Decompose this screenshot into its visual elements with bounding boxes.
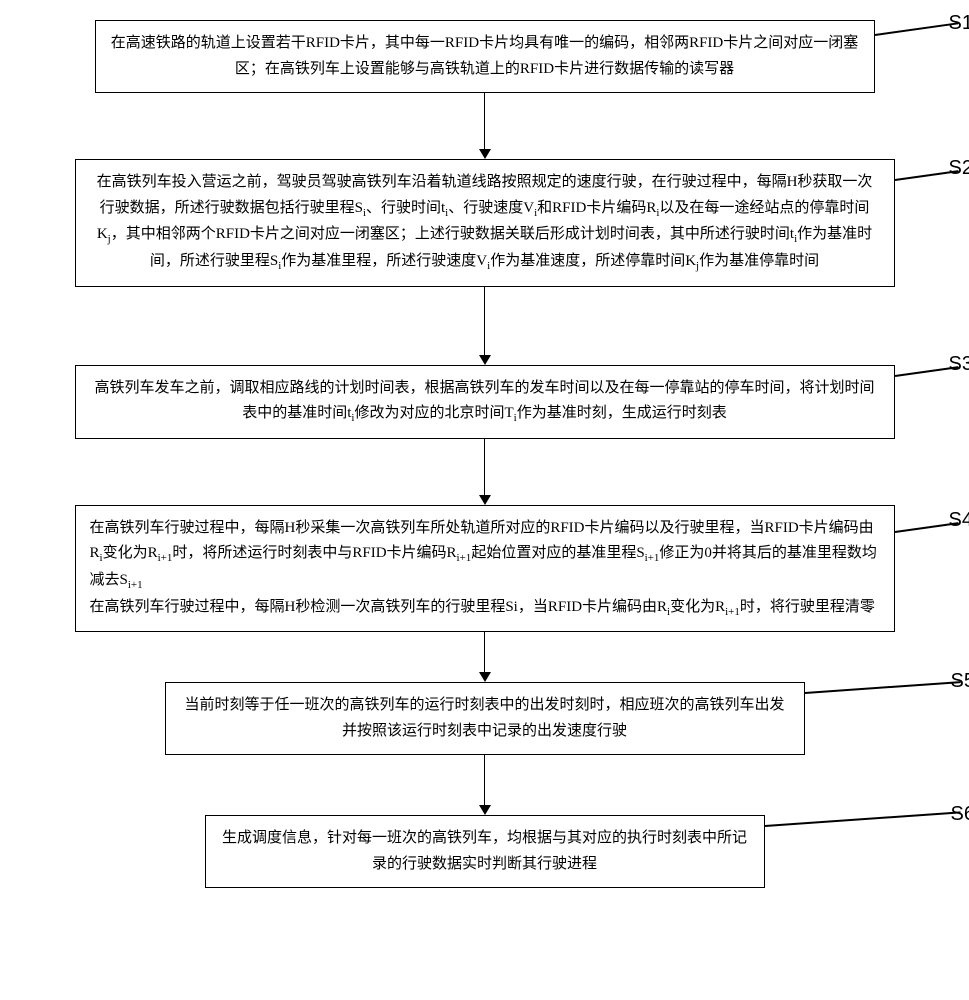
- connector-line: [484, 755, 486, 805]
- step-box-s2: 在高铁列车投入营运之前，驾驶员驾驶高铁列车沿着轨道线路按照规定的速度行驶，在行驶…: [75, 159, 895, 287]
- step-box-s5: 当前时刻等于任一班次的高铁列车的运行时刻表中的出发时刻时，相应班次的高铁列车出发…: [165, 682, 805, 755]
- step-wrap: 在高铁列车投入营运之前，驾驶员驾驶高铁列车沿着轨道线路按照规定的速度行驶，在行驶…: [75, 159, 895, 287]
- step-row-s6: 生成调度信息，针对每一班次的高铁列车，均根据与其对应的执行时刻表中所记录的行驶数…: [20, 815, 949, 888]
- arrow-head-icon: [479, 672, 491, 682]
- step-row-s5: 当前时刻等于任一班次的高铁列车的运行时刻表中的出发时刻时，相应班次的高铁列车出发…: [20, 682, 949, 755]
- step-wrap: 高铁列车发车之前，调取相应路线的计划时间表，根据高铁列车的发车时间以及在每一停靠…: [75, 365, 895, 439]
- step-wrap: 生成调度信息，针对每一班次的高铁列车，均根据与其对应的执行时刻表中所记录的行驶数…: [205, 815, 765, 888]
- step-wrap: 在高铁列车行驶过程中，每隔H秒采集一次高铁列车所处轨道所对应的RFID卡片编码以…: [75, 505, 895, 633]
- arrow-head-icon: [479, 495, 491, 505]
- arrow-head-icon: [479, 355, 491, 365]
- connector-arrow: [479, 755, 491, 815]
- connector-arrow: [479, 93, 491, 159]
- connector-arrow: [479, 439, 491, 505]
- step-box-s3: 高铁列车发车之前，调取相应路线的计划时间表，根据高铁列车的发车时间以及在每一停靠…: [75, 365, 895, 439]
- step-label-s1: S1: [949, 12, 969, 35]
- arrow-head-icon: [479, 149, 491, 159]
- connector-line: [484, 93, 486, 149]
- connector-arrow: [479, 632, 491, 682]
- connector-arrow: [479, 287, 491, 365]
- step-row-s2: 在高铁列车投入营运之前，驾驶员驾驶高铁列车沿着轨道线路按照规定的速度行驶，在行驶…: [20, 159, 949, 287]
- step-wrap: 当前时刻等于任一班次的高铁列车的运行时刻表中的出发时刻时，相应班次的高铁列车出发…: [165, 682, 805, 755]
- step-label-s5: S5: [951, 670, 969, 693]
- step-row-s1: 在高速铁路的轨道上设置若干RFID卡片，其中每一RFID卡片均具有唯一的编码，相…: [20, 20, 949, 93]
- step-box-s1: 在高速铁路的轨道上设置若干RFID卡片，其中每一RFID卡片均具有唯一的编码，相…: [95, 20, 875, 93]
- connector-line: [484, 439, 486, 495]
- flowchart-container: 在高速铁路的轨道上设置若干RFID卡片，其中每一RFID卡片均具有唯一的编码，相…: [20, 20, 949, 888]
- step-box-s4: 在高铁列车行驶过程中，每隔H秒采集一次高铁列车所处轨道所对应的RFID卡片编码以…: [75, 505, 895, 633]
- step-wrap: 在高速铁路的轨道上设置若干RFID卡片，其中每一RFID卡片均具有唯一的编码，相…: [95, 20, 875, 93]
- label-connector-line: [874, 22, 957, 35]
- connector-line: [484, 632, 486, 672]
- label-connector-line: [764, 812, 960, 827]
- connector-line: [484, 287, 486, 355]
- step-label-s2: S2: [949, 157, 969, 180]
- step-label-s6: S6: [951, 803, 969, 826]
- step-box-s6: 生成调度信息，针对每一班次的高铁列车，均根据与其对应的执行时刻表中所记录的行驶数…: [205, 815, 765, 888]
- label-connector-line: [804, 681, 960, 693]
- step-label-s3: S3: [949, 353, 969, 376]
- arrow-head-icon: [479, 805, 491, 815]
- step-row-s4: 在高铁列车行驶过程中，每隔H秒采集一次高铁列车所处轨道所对应的RFID卡片编码以…: [20, 505, 949, 633]
- step-row-s3: 高铁列车发车之前，调取相应路线的计划时间表，根据高铁列车的发车时间以及在每一停靠…: [20, 365, 949, 439]
- step-label-s4: S4: [949, 509, 969, 532]
